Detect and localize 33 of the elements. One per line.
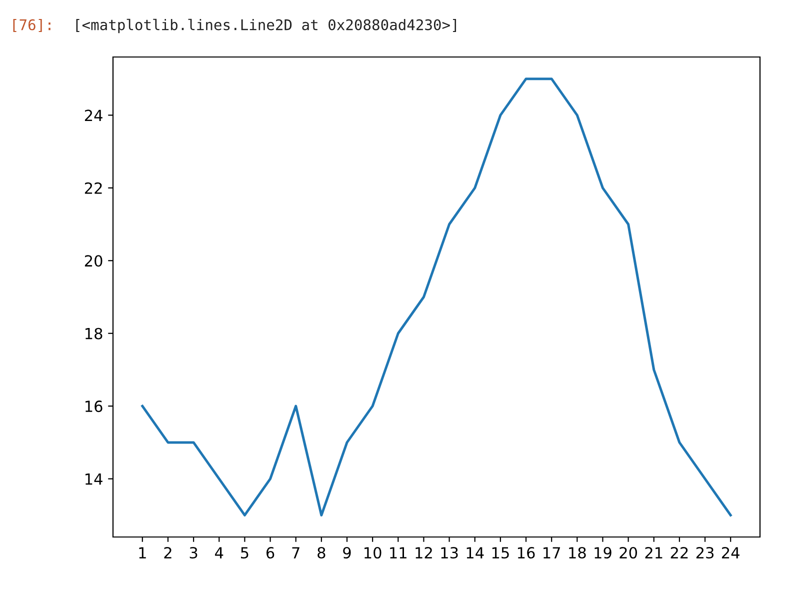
x-tick-label: 13	[441, 546, 458, 559]
x-tick-label: 23	[696, 546, 714, 559]
x-tick-label: 9	[343, 546, 351, 559]
x-tick-label: 3	[190, 546, 198, 559]
x-tick-label: 4	[215, 547, 224, 558]
x-tick-label: 1	[139, 547, 146, 558]
x-tick-label: 24	[722, 546, 740, 558]
text: [76]:	[13, 18, 50, 32]
x-tick-label: 2	[164, 546, 172, 558]
y-tick-label: 18	[86, 328, 102, 340]
x-tick-label: 20	[620, 546, 638, 559]
y-tick-label: 22	[84, 182, 102, 194]
line-series	[141, 78, 732, 516]
y-tick-label: 16	[86, 400, 102, 412]
x-tick-label: 15	[492, 547, 509, 559]
x-tick-label: 7	[292, 547, 300, 558]
x-tick-label: 19	[594, 546, 612, 559]
x-tick-label: 11	[390, 547, 406, 558]
x-tick-label: 10	[364, 546, 382, 559]
y-tick-label: 14	[86, 473, 102, 485]
x-tick-label: 17	[544, 547, 560, 558]
x-tick-label: 21	[645, 546, 662, 558]
x-tick-label: 22	[670, 546, 688, 558]
x-tick-label: 6	[266, 546, 274, 559]
y-tick-label: 20	[84, 255, 102, 267]
text: [<matplotlib.lines.Line2D at 0x20880ad4230>]	[76, 18, 456, 34]
x-tick-label: 8	[318, 546, 326, 559]
x-tick-label: 5	[241, 547, 248, 559]
x-tick-label: 18	[569, 546, 586, 559]
y-tick-label: 24	[84, 110, 102, 121]
x-tick-label: 12	[416, 546, 432, 558]
x-tick-label: 14	[466, 547, 484, 558]
x-tick-label: 16	[518, 546, 535, 559]
